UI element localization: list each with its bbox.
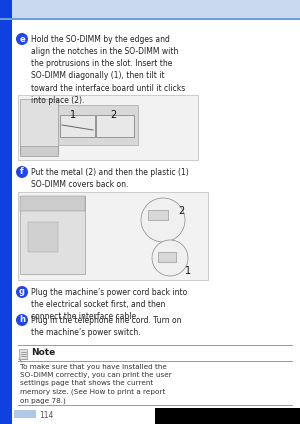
Bar: [58, 105, 138, 145]
Bar: [0, 20, 12, 424]
Circle shape: [141, 198, 185, 242]
Bar: [0, 18, 300, 20]
Bar: [14, 410, 36, 418]
Text: g: g: [19, 287, 25, 296]
Bar: [96, 115, 134, 137]
Bar: [19, 349, 27, 359]
Bar: [158, 252, 176, 262]
Text: 2: 2: [178, 206, 184, 216]
Circle shape: [152, 240, 188, 276]
Bar: [18, 192, 208, 280]
Bar: [18, 95, 198, 160]
Bar: [20, 196, 85, 274]
Bar: [155, 408, 300, 424]
Bar: [20, 146, 58, 156]
Bar: [20, 196, 85, 211]
Text: h: h: [19, 315, 25, 324]
Bar: [28, 222, 58, 252]
Circle shape: [16, 286, 28, 298]
Text: f: f: [20, 167, 24, 176]
Text: Put the metal (2) and then the plastic (1)
SO-DIMM covers back on.: Put the metal (2) and then the plastic (…: [31, 168, 189, 189]
Bar: [60, 115, 95, 137]
Text: 1: 1: [185, 266, 191, 276]
Bar: [0, 0, 12, 18]
Text: Plug the machine’s power cord back into
the electrical socket first, and then
co: Plug the machine’s power cord back into …: [31, 288, 187, 321]
Text: To make sure that you have installed the
SO-DIMM correctly, you can print the us: To make sure that you have installed the…: [20, 364, 172, 404]
Text: 114: 114: [39, 410, 53, 419]
Text: e: e: [19, 34, 25, 44]
Text: 1: 1: [70, 110, 76, 120]
Circle shape: [16, 33, 28, 45]
Circle shape: [16, 314, 28, 326]
Text: Hold the SO-DIMM by the edges and
align the notches in the SO-DIMM with
the prot: Hold the SO-DIMM by the edges and align …: [31, 35, 185, 105]
Bar: [0, 0, 300, 18]
Text: 2: 2: [110, 110, 116, 120]
Text: Note: Note: [31, 348, 55, 357]
Text: Plug in the telephone line cord. Turn on
the machine’s power switch.: Plug in the telephone line cord. Turn on…: [31, 316, 182, 337]
Circle shape: [16, 166, 28, 178]
Bar: [148, 210, 168, 220]
Bar: [20, 99, 58, 152]
